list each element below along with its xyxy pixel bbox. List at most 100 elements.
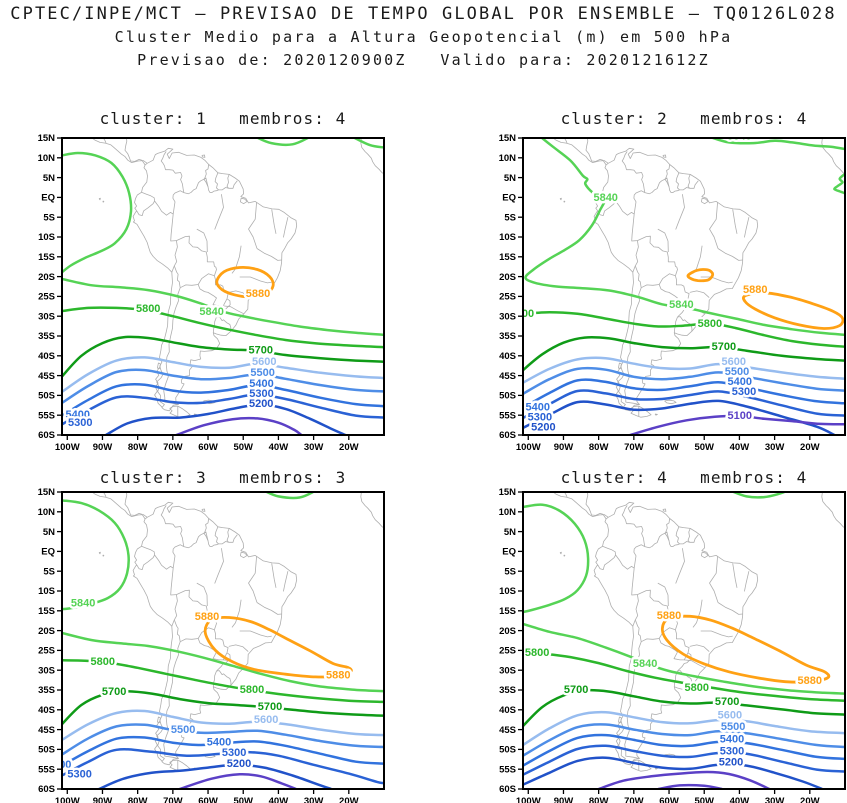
coastline-border-path xyxy=(231,599,242,628)
coastline-border-path xyxy=(552,138,609,164)
coastline-border-path xyxy=(124,138,146,166)
panel-title-cluster-1: cluster: 1 membros: 4 xyxy=(99,109,347,128)
cluster-map-2: 5840584058405800580057005600550054005400… xyxy=(499,133,846,453)
coastline-border-path xyxy=(657,228,669,253)
coastline-border-path xyxy=(226,174,230,189)
coastline-border-path xyxy=(163,287,181,405)
lat-tick-label: 5S xyxy=(504,212,516,223)
coastline-border-path xyxy=(662,508,667,512)
coastline-border-path xyxy=(717,248,743,261)
coastline-border-path xyxy=(283,217,289,238)
lon-tick-label: 90W xyxy=(93,796,113,803)
contour-5840 xyxy=(62,631,384,693)
contour-5700 xyxy=(62,335,384,378)
contour-label-5600: 5600 xyxy=(254,714,278,726)
chart-subtitle: Cluster Medio para a Altura Geopotencial… xyxy=(114,28,733,46)
coastline-border-path xyxy=(631,190,645,242)
contour-label-5600: 5600 xyxy=(722,356,746,368)
contour-5840 xyxy=(524,138,845,337)
coastline-border-path xyxy=(283,571,289,592)
coastline-border-path xyxy=(641,638,660,643)
coastline-border-path xyxy=(593,501,759,766)
contour-5000 xyxy=(657,783,724,789)
lat-tick-label: 55S xyxy=(38,410,55,421)
coastline-border-path xyxy=(687,174,691,189)
lat-tick-label: 10S xyxy=(499,232,516,243)
coastline-border-path xyxy=(228,180,238,189)
lon-tick-label: 50W xyxy=(694,796,714,803)
lon-tick-label: 100W xyxy=(55,442,80,453)
coastline-border-path xyxy=(618,362,622,369)
coastline-border-path xyxy=(183,177,229,195)
coastline-border-path xyxy=(675,275,690,299)
coastline-border-path xyxy=(256,602,282,615)
contour-label-5300: 5300 xyxy=(222,747,246,759)
coastline-border-path xyxy=(141,191,155,202)
lat-tick-label: 60S xyxy=(38,784,55,795)
coastline-border-path xyxy=(664,164,671,187)
contour-5100 xyxy=(175,416,303,435)
coastline-border-path xyxy=(634,619,642,642)
contour-5600 xyxy=(62,356,384,394)
coastline-border-path xyxy=(223,305,245,315)
coastline-border-path xyxy=(240,197,248,205)
contour-5600 xyxy=(523,356,845,384)
contour-label-5300: 5300 xyxy=(249,388,273,400)
lon-tick-label: 40W xyxy=(730,796,750,803)
coastline-border-path xyxy=(602,191,616,202)
panel-title-cluster-2: cluster: 2 membros: 4 xyxy=(560,109,808,128)
contour-5100 xyxy=(629,414,845,435)
coastline-border-path xyxy=(228,290,249,298)
lat-tick-label: 30S xyxy=(38,665,55,676)
lat-tick-label: EQ xyxy=(502,547,516,558)
lat-tick-label: 30S xyxy=(499,665,516,676)
lat-tick-label: 50S xyxy=(499,391,516,402)
contour-label-5600: 5600 xyxy=(718,709,742,721)
coastline-border-path xyxy=(559,551,562,555)
coastline-border-path xyxy=(658,273,676,285)
lon-tick-label: 70W xyxy=(624,442,644,453)
coastline-border-path xyxy=(602,545,616,556)
coastline-border-path xyxy=(644,177,690,195)
contour-label-5840: 5840 xyxy=(669,299,693,311)
lat-tick-label: 55S xyxy=(499,764,516,775)
contour-5300 xyxy=(62,748,384,785)
coastline-border-path xyxy=(615,554,635,570)
contour-5840 xyxy=(62,151,133,274)
coastline-border-path xyxy=(732,209,738,234)
lat-tick-label: 15S xyxy=(499,606,516,617)
contour-label-5800: 5800 xyxy=(240,684,264,696)
coastline-border-path xyxy=(624,287,642,405)
coastline-border-path xyxy=(654,767,658,770)
contour-5800 xyxy=(523,310,845,348)
coastline-border-path xyxy=(687,528,691,543)
lat-tick-label: 40S xyxy=(38,705,55,716)
lat-tick-label: 15N xyxy=(499,133,517,144)
lon-tick-label: 30W xyxy=(304,796,324,803)
coastline-border-path xyxy=(157,362,161,369)
contour-label-5700: 5700 xyxy=(712,341,736,353)
contour-label-5880: 5880 xyxy=(246,288,270,300)
contour-label-5300: 5300 xyxy=(528,412,552,424)
lat-tick-label: 5S xyxy=(504,566,516,577)
lon-tick-label: 60W xyxy=(198,442,218,453)
lat-tick-label: 50S xyxy=(499,745,516,756)
contour-label-5840: 5840 xyxy=(593,192,617,204)
coastline-border-path xyxy=(664,399,677,405)
contour-5600 xyxy=(62,709,384,742)
contour-label-5800: 5800 xyxy=(685,682,709,694)
lat-tick-label: 10N xyxy=(499,507,517,518)
lat-tick-label: 25S xyxy=(499,292,516,303)
coastline-border-path xyxy=(677,652,692,672)
coastline-border-path xyxy=(176,235,217,276)
coastline-border-path xyxy=(214,629,229,653)
lat-tick-label: 10S xyxy=(38,586,55,597)
lon-tick-label: 100W xyxy=(516,796,541,803)
page-title: CPTEC/INPE/MCT – PREVISAO DE TEMPO GLOBA… xyxy=(10,4,837,24)
contour-label-5880: 5880 xyxy=(195,611,219,623)
contour-5100 xyxy=(178,772,298,789)
contour-label-5840: 5840 xyxy=(633,658,657,670)
coastline-border-path xyxy=(212,316,217,333)
lon-tick-label: 70W xyxy=(624,796,644,803)
